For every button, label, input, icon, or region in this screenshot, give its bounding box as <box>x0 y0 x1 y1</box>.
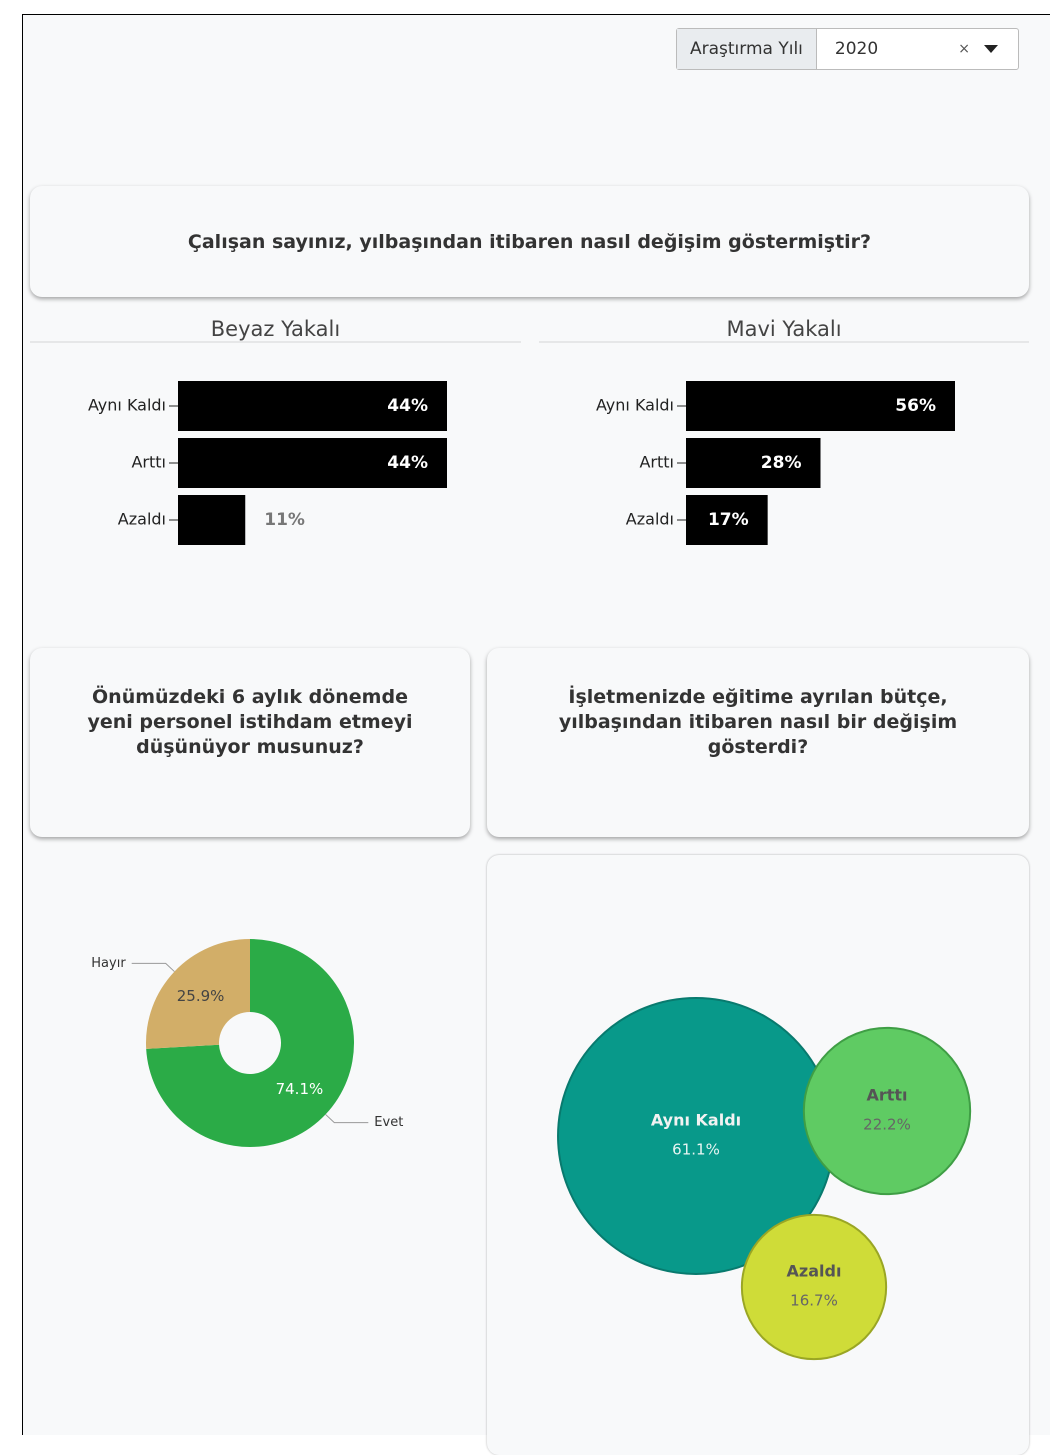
value-label: 17% <box>708 510 749 530</box>
bubble <box>740 1213 888 1361</box>
bubble-value-label: 22.2% <box>863 1116 911 1134</box>
bubble-value-label: 16.7% <box>790 1292 838 1310</box>
bubble-value-label: 61.1% <box>672 1141 720 1159</box>
slice-label: Evet <box>374 1115 403 1130</box>
question-card: Çalışan sayınız, yılbaşından itibaren na… <box>30 186 1029 297</box>
filter-label: Araştırma Yılı <box>677 29 817 69</box>
value-label: 56% <box>895 396 936 416</box>
bar <box>178 381 447 431</box>
bubble <box>802 1026 972 1196</box>
slice-label: Hayır <box>91 956 126 971</box>
charts: Beyaz Yakalı Aynı Kaldı 44% Arttı 44% Azaldı 1… <box>30 317 1029 1361</box>
value-label: 11% <box>264 510 305 530</box>
y-tick-label: Aynı Kaldı <box>596 396 674 415</box>
bar <box>178 495 246 545</box>
filter-clear[interactable]: × <box>958 41 970 57</box>
question-card: Önümüzdeki 6 aylık dönemde yeni personel… <box>30 648 470 837</box>
bubble-label: Azaldı <box>787 1262 842 1281</box>
leader-line <box>131 962 175 972</box>
value-label: 44% <box>387 396 428 416</box>
question: İşletmenizde eğitime ayrılan bütçe, yılb… <box>558 686 958 758</box>
y-tick-label: Azaldı <box>626 510 674 529</box>
bar <box>686 381 955 431</box>
y-tick-label: Aynı Kaldı <box>88 396 166 415</box>
bubble-label: Aynı Kaldı <box>651 1111 741 1130</box>
year-filter[interactable]: Araştırma Yılı 2020 × <box>676 28 1019 70</box>
value-label: 44% <box>387 453 428 473</box>
chart-title: Beyaz Yakalı <box>211 317 340 341</box>
page: Araştırma Yılı 2020 × Çalışan sayınız, y… <box>22 14 1050 1435</box>
y-tick-label: Arttı <box>639 453 674 472</box>
filter-value[interactable]: 2020 <box>834 39 879 59</box>
slice-value-label: 25.9% <box>177 987 225 1005</box>
y-tick-label: Arttı <box>131 453 166 472</box>
question: Çalışan sayınız, yılbaşından itibaren na… <box>187 230 872 253</box>
chart-title: Mavi Yakalı <box>726 317 841 341</box>
bar <box>178 438 447 488</box>
filter-caret[interactable] <box>984 45 998 53</box>
question: Önümüzdeki 6 aylık dönemde yeni personel… <box>87 686 413 758</box>
question-card: İşletmenizde eğitime ayrılan bütçe, yılb… <box>487 648 1029 837</box>
bar <box>686 438 821 488</box>
leader-line <box>325 1114 369 1124</box>
slice-value-label: 74.1% <box>276 1080 324 1098</box>
y-tick-label: Azaldı <box>118 510 166 529</box>
pie-slice <box>146 939 250 1049</box>
bar <box>686 495 768 545</box>
bubble-label: Arttı <box>866 1086 907 1105</box>
pie-slice <box>146 939 354 1147</box>
value-label: 28% <box>761 453 802 473</box>
